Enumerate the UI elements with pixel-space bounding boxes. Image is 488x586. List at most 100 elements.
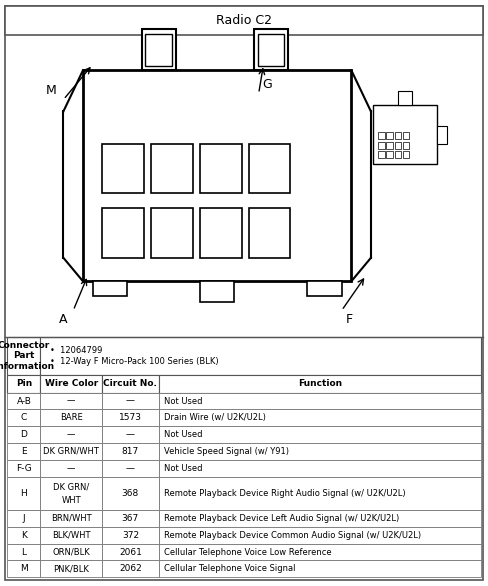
- Bar: [93, 281, 127, 296]
- Text: Cellular Telephone Voice Low Reference: Cellular Telephone Voice Low Reference: [163, 547, 331, 557]
- Text: Not Used: Not Used: [163, 397, 202, 406]
- Text: 2062: 2062: [119, 564, 142, 573]
- Text: C: C: [21, 413, 27, 423]
- Bar: [258, 34, 284, 66]
- Bar: [102, 510, 159, 527]
- Bar: [307, 281, 342, 296]
- Bar: [41, 337, 481, 375]
- Text: —: —: [126, 464, 135, 473]
- Bar: [102, 410, 159, 426]
- Bar: [7, 410, 41, 426]
- Bar: [395, 142, 401, 149]
- Text: Wire Color: Wire Color: [44, 379, 98, 389]
- Text: Circuit No.: Circuit No.: [103, 379, 157, 389]
- Bar: [159, 544, 481, 560]
- Text: F-G: F-G: [16, 464, 32, 473]
- Bar: [386, 151, 393, 158]
- Bar: [7, 544, 41, 560]
- Bar: [159, 426, 481, 443]
- Bar: [41, 375, 102, 393]
- Text: —: —: [67, 397, 76, 406]
- Bar: [5, 6, 483, 35]
- Text: 817: 817: [122, 447, 139, 456]
- Bar: [159, 443, 481, 460]
- Text: Connector Part Information: Connector Part Information: [0, 341, 54, 371]
- Text: A-B: A-B: [17, 397, 31, 406]
- Bar: [145, 34, 172, 66]
- Bar: [7, 375, 41, 393]
- Bar: [378, 132, 385, 139]
- Bar: [159, 410, 481, 426]
- Bar: [151, 208, 193, 258]
- Bar: [373, 105, 437, 164]
- Bar: [102, 375, 159, 393]
- Bar: [159, 476, 481, 510]
- Bar: [378, 151, 385, 158]
- Text: 1573: 1573: [119, 413, 142, 423]
- Bar: [41, 410, 102, 426]
- Bar: [7, 560, 41, 577]
- Text: 2061: 2061: [119, 547, 142, 557]
- Bar: [41, 460, 102, 476]
- Bar: [41, 544, 102, 560]
- Bar: [395, 151, 401, 158]
- Bar: [249, 144, 290, 193]
- Bar: [102, 544, 159, 560]
- Text: Function: Function: [298, 379, 342, 389]
- Text: PNK/BLK: PNK/BLK: [53, 564, 89, 573]
- Text: —: —: [67, 430, 76, 439]
- Bar: [41, 527, 102, 544]
- Text: L: L: [21, 547, 26, 557]
- Bar: [7, 426, 41, 443]
- Bar: [102, 527, 159, 544]
- Bar: [403, 151, 409, 158]
- Bar: [41, 393, 102, 410]
- Bar: [7, 577, 481, 580]
- Text: —: —: [126, 430, 135, 439]
- Text: •  12064799
•  12-Way F Micro-Pack 100 Series (BLK): • 12064799 • 12-Way F Micro-Pack 100 Ser…: [50, 346, 219, 366]
- Text: M: M: [20, 564, 28, 573]
- Text: 372: 372: [122, 531, 139, 540]
- Bar: [7, 527, 41, 544]
- Bar: [102, 393, 159, 410]
- Text: 367: 367: [122, 514, 139, 523]
- Bar: [159, 460, 481, 476]
- Text: Remote Playback Device Right Audio Signal (w/ U2K/U2L): Remote Playback Device Right Audio Signa…: [163, 489, 406, 498]
- Bar: [7, 476, 41, 510]
- Bar: [102, 208, 144, 258]
- Text: DK GRN/WHT: DK GRN/WHT: [43, 447, 99, 456]
- Bar: [102, 443, 159, 460]
- Text: Drain Wire (w/ U2K/U2L): Drain Wire (w/ U2K/U2L): [163, 413, 265, 423]
- Text: Remote Playback Device Left Audio Signal (w/ U2K/U2L): Remote Playback Device Left Audio Signal…: [163, 514, 399, 523]
- Text: Remote Playback Device Common Audio Signal (w/ U2K/U2L): Remote Playback Device Common Audio Sign…: [163, 531, 421, 540]
- Bar: [7, 510, 41, 527]
- Bar: [159, 510, 481, 527]
- Text: BLK/WHT: BLK/WHT: [52, 531, 90, 540]
- Bar: [102, 460, 159, 476]
- Bar: [200, 208, 242, 258]
- Bar: [41, 510, 102, 527]
- Bar: [102, 476, 159, 510]
- Bar: [200, 281, 234, 302]
- Text: BRN/WHT: BRN/WHT: [51, 514, 92, 523]
- Bar: [41, 426, 102, 443]
- Text: D: D: [20, 430, 27, 439]
- Text: WHT: WHT: [61, 496, 81, 505]
- Text: Cellular Telephone Voice Signal: Cellular Telephone Voice Signal: [163, 564, 295, 573]
- Text: E: E: [21, 447, 27, 456]
- Bar: [7, 443, 41, 460]
- Text: Pin: Pin: [16, 379, 32, 389]
- Text: G: G: [263, 79, 272, 91]
- Bar: [7, 337, 41, 375]
- Bar: [403, 132, 409, 139]
- Text: Radio C2: Radio C2: [216, 14, 272, 27]
- Bar: [200, 144, 242, 193]
- Bar: [254, 29, 288, 70]
- Text: Vehicle Speed Signal (w/ Y91): Vehicle Speed Signal (w/ Y91): [163, 447, 289, 456]
- Bar: [7, 460, 41, 476]
- Bar: [395, 132, 401, 139]
- Text: A: A: [59, 313, 68, 326]
- Bar: [386, 142, 393, 149]
- Bar: [102, 426, 159, 443]
- Text: Not Used: Not Used: [163, 464, 202, 473]
